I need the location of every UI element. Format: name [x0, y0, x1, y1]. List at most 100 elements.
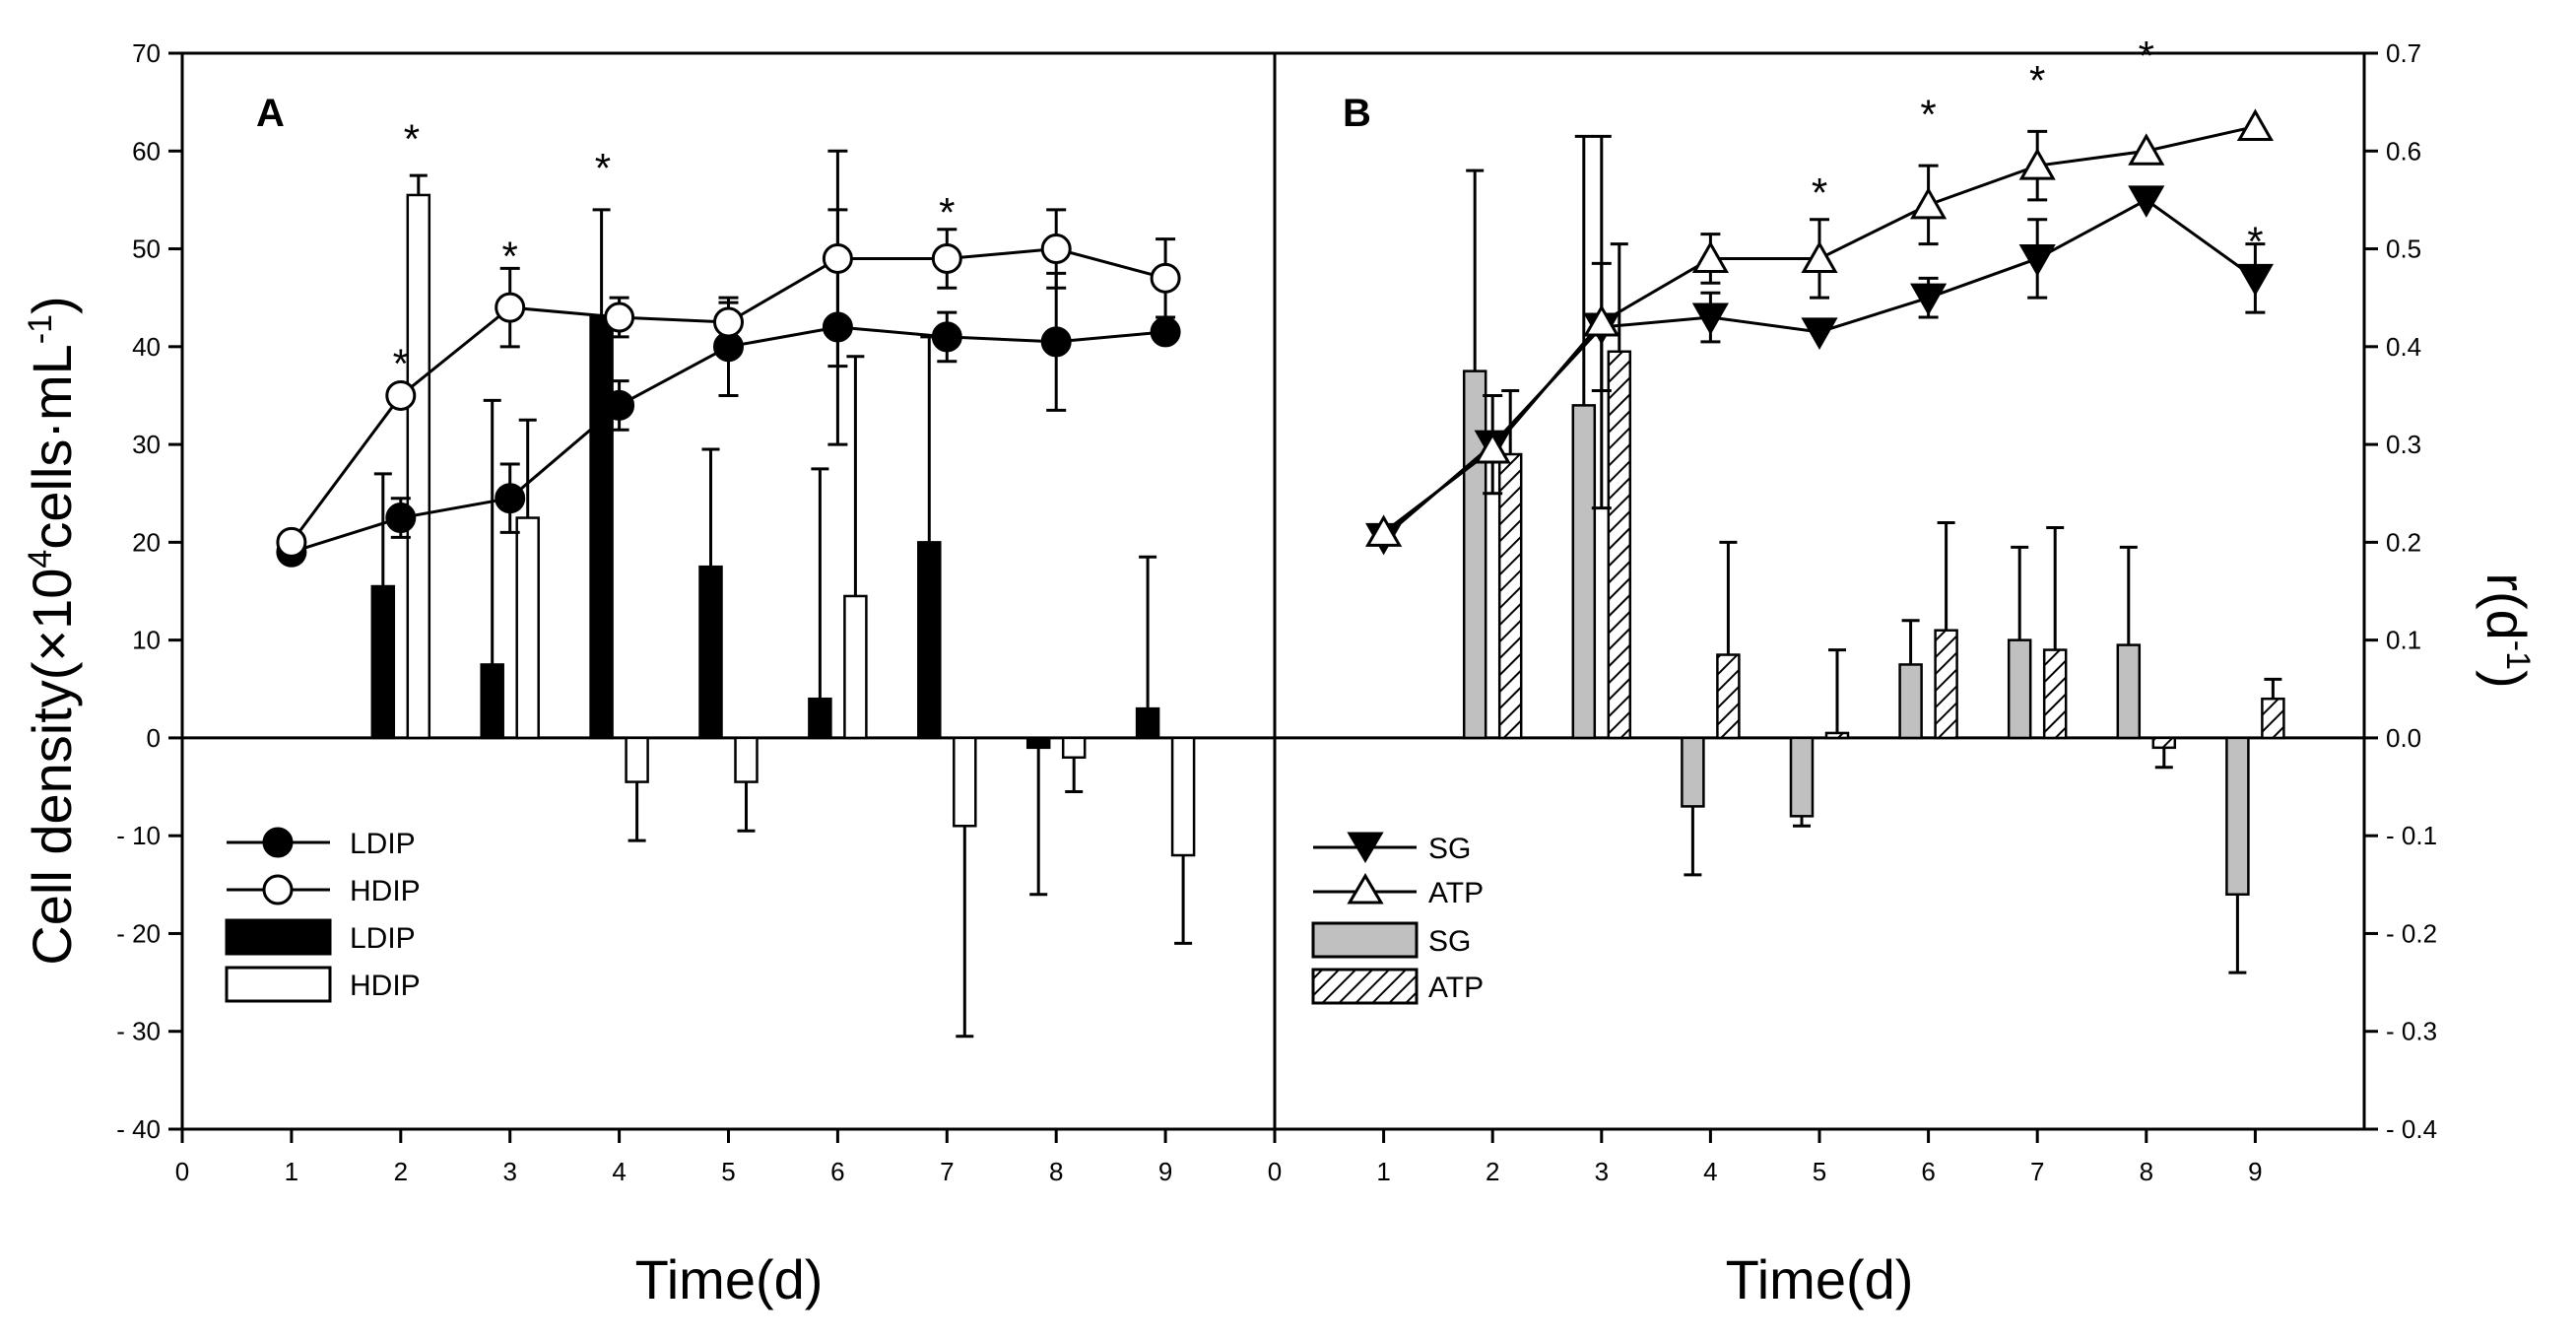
y-tick-label-right: 0.1 — [2386, 626, 2421, 655]
legend-a-hdip-line-label: HDIP — [350, 875, 421, 907]
significance-star-b: * — [1920, 92, 1936, 138]
legend-b-atp-line-label: ATP — [1428, 877, 1484, 909]
y-axis-label-right: r(d-1) — [2476, 572, 2538, 688]
line-layer — [276, 108, 2274, 568]
y-axis-label-left-sup2: -1 — [22, 314, 59, 344]
legend-a-hdip-bar-label: HDIP — [350, 970, 421, 1002]
y-tick-label-right: 0.4 — [2386, 332, 2421, 362]
x-tick-label: 3 — [1595, 1157, 1609, 1186]
x-tick-label: 5 — [721, 1157, 735, 1186]
line-b-atp-point-9 — [2236, 108, 2274, 141]
y-axis-label-right-sup: -1 — [2499, 640, 2537, 670]
legend-b-atp-marker — [1347, 873, 1384, 905]
bar-a-hdip-3 — [515, 516, 540, 740]
x-tick-label: 0 — [175, 1157, 189, 1186]
line-b-sg-point-7 — [2018, 243, 2056, 277]
bar-b-atp-3 — [1607, 350, 1632, 740]
line-b-atp-point-6 — [1910, 186, 1948, 220]
bar-b-atp-9 — [2261, 697, 2285, 740]
y-axis-label-left-sup: 4 — [22, 550, 59, 569]
line-a-hdip-point-2 — [385, 379, 417, 411]
bar-a-ldip-8 — [1025, 736, 1051, 750]
significance-star-a: * — [404, 115, 420, 162]
legend-b-atp-bar-label: ATP — [1428, 972, 1484, 1004]
bar-b-sg-4 — [1681, 736, 1705, 808]
y-tick-label-right: 0.2 — [2386, 527, 2421, 557]
significance-star-a: * — [393, 341, 409, 387]
y-tick-label-right: 0.0 — [2386, 723, 2421, 753]
bar-a-ldip-3 — [480, 663, 504, 740]
y-tick-label-left: - 10 — [116, 821, 161, 850]
legend-a-hdip-marker — [262, 874, 294, 905]
line-a-hdip-point-7 — [931, 242, 962, 274]
line-a-hdip-point-4 — [604, 302, 635, 333]
line-a-hdip-point-6 — [822, 242, 853, 274]
y-tick-label-left: 30 — [132, 430, 161, 459]
x-axis-label-b: Time(d) — [1726, 1248, 1914, 1310]
x-tick-label: 1 — [1376, 1157, 1390, 1186]
line-b-sg-point-6 — [1910, 283, 1948, 316]
bar-b-sg-5 — [1789, 736, 1815, 818]
y-tick-label-right: 0.5 — [2386, 235, 2421, 264]
bar-a-hdip-9 — [1170, 736, 1196, 857]
line-b-sg-point-4 — [1691, 302, 1729, 336]
x-axis-label-a: Time(d) — [635, 1248, 824, 1310]
bar-b-atp-4 — [1716, 653, 1741, 740]
line-b-atp-point-5 — [1801, 240, 1838, 273]
x-tick-label: 3 — [502, 1157, 516, 1186]
line-a-ldip-point-2 — [385, 503, 417, 534]
line-a-hdip-point-1 — [276, 526, 307, 558]
panel-label-a: A — [256, 92, 285, 135]
legend-a-ldip-line-label: LDIP — [350, 828, 416, 860]
x-tick-label: 6 — [1921, 1157, 1935, 1186]
legend-a-hdip-bar-swatch — [225, 966, 332, 1003]
bar-a-ldip-7 — [917, 541, 942, 740]
x-tick-label: 5 — [1813, 1157, 1826, 1186]
y-tick-label-left: 50 — [132, 235, 161, 264]
line-b-atp-point-3 — [1583, 303, 1620, 337]
x-tick-label: 7 — [2030, 1157, 2044, 1186]
y-tick-label-left: 0 — [147, 723, 161, 753]
bar-b-sg-6 — [1898, 663, 1923, 740]
line-a-hdip-point-5 — [713, 306, 744, 338]
bar-b-sg-2 — [1462, 369, 1487, 740]
x-tick-label: 8 — [2140, 1157, 2153, 1186]
y-tick-label-right: 0.6 — [2386, 136, 2421, 166]
y-axis-label-left-main: Cell density(×10 — [21, 569, 83, 966]
significance-markers: * * * * * * * * * * — [393, 33, 2264, 387]
y-tick-label-left: 20 — [132, 527, 161, 557]
panel-label-b: B — [1343, 92, 1371, 135]
line-b-atp-point-8 — [2128, 133, 2165, 166]
x-tick-label: 8 — [1049, 1157, 1063, 1186]
significance-star-b: * — [2139, 33, 2154, 79]
bar-b-sg-3 — [1571, 404, 1597, 740]
line-b-sg-point-8 — [2128, 185, 2165, 218]
y-tick-label-left: 10 — [132, 626, 161, 655]
x-tick-label: 9 — [1158, 1157, 1172, 1186]
bar-b-sg-7 — [2007, 638, 2032, 740]
x-tick-label: 2 — [394, 1157, 408, 1186]
plot-frame — [180, 51, 2366, 1131]
bar-a-ldip-2 — [370, 584, 396, 740]
bar-a-hdip-7 — [953, 736, 977, 828]
line-b-atp-point-1 — [1365, 514, 1403, 547]
significance-star-a: * — [595, 145, 611, 191]
y-tick-label-left: - 40 — [116, 1114, 161, 1144]
legend-b: SG ATP SG ATP — [1311, 832, 1484, 1005]
bar-layer — [370, 134, 2285, 1039]
bar-a-hdip-2 — [406, 193, 431, 740]
x-tick-label: 4 — [1703, 1157, 1717, 1186]
legend-b-sg-marker — [1347, 832, 1384, 863]
legend-b-atp-bar-swatch — [1311, 968, 1419, 1005]
bar-b-sg-8 — [2116, 643, 2142, 740]
y-axis-label-left-end: ) — [21, 296, 83, 314]
y-tick-label-right: - 0.3 — [2386, 1017, 2437, 1046]
line-a-ldip-point-8 — [1040, 326, 1072, 358]
significance-star-a: * — [502, 234, 518, 280]
y-tick-label-right: 0.3 — [2386, 430, 2421, 459]
y-axis-label-left: Cell density(×104cells·mL-1) — [21, 296, 83, 965]
bar-b-atp-5 — [1824, 731, 1850, 740]
y-tick-label-left: 60 — [132, 136, 161, 166]
bar-a-ldip-6 — [808, 697, 832, 740]
